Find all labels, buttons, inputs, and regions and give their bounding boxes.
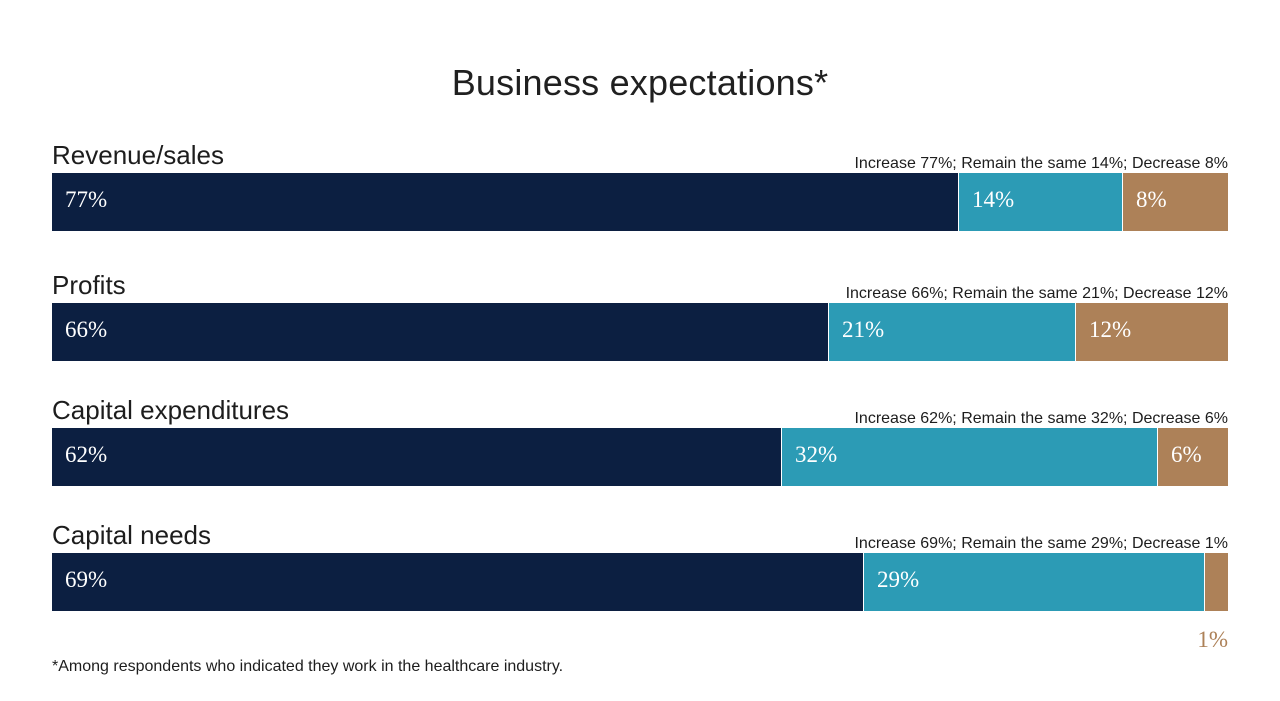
category-label: Capital expenditures (52, 395, 290, 425)
data-label: 1% (1197, 627, 1228, 652)
stacked-bar: 66% 21% 12% (52, 303, 1228, 361)
category-label: Revenue/sales (52, 140, 224, 170)
data-label: 62% (65, 442, 108, 467)
stacked-bar: 69% 29% (52, 553, 1228, 611)
row-summary-text: Increase 66%; Remain the same 21%; Decre… (845, 285, 1228, 302)
data-label: 29% (877, 567, 920, 592)
increase-segment: 62% (52, 428, 781, 486)
data-label: 69% (65, 567, 108, 592)
data-label: 32% (795, 442, 838, 467)
data-label: 14% (972, 187, 1015, 212)
decrease-segment: 8% (1122, 173, 1228, 231)
remain-same-segment: 14% (958, 173, 1122, 231)
data-label: 12% (1089, 317, 1132, 342)
footnote: *Among respondents who indicated they wo… (52, 658, 564, 675)
bar-row: Revenue/sales Increase 77%; Remain the sa… (52, 140, 1228, 250)
data-label: 77% (65, 187, 108, 212)
row-summary-text: Increase 69%; Remain the same 29%; Decre… (854, 535, 1228, 552)
decrease-segment: 12% (1075, 303, 1228, 361)
remain-same-segment: 21% (828, 303, 1075, 361)
data-label: 8% (1136, 187, 1167, 212)
decrease-segment (1204, 553, 1228, 611)
data-label: 6% (1171, 442, 1202, 467)
category-label: Profits (52, 270, 126, 300)
bar-row: Capital needs Increase 69%; Remain the sa… (52, 520, 1228, 652)
stacked-bar: 77% 14% 8% (52, 173, 1228, 231)
remain-same-segment: 29% (863, 553, 1204, 611)
remain-same-segment: 32% (781, 428, 1157, 486)
increase-segment: 66% (52, 303, 828, 361)
category-label: Capital needs (52, 520, 211, 550)
data-label: 21% (842, 317, 885, 342)
increase-segment: 77% (52, 173, 958, 231)
data-label: 66% (65, 317, 108, 342)
row-summary-text: Increase 62%; Remain the same 32%; Decre… (854, 410, 1228, 427)
increase-segment: 69% (52, 553, 863, 611)
stacked-bar: 62% 32% 6% (52, 428, 1228, 486)
decrease-segment: 6% (1157, 428, 1228, 486)
chart-title: Business expectations* (451, 62, 829, 103)
bar-row: Capital expenditures Increase 62%; Remain… (52, 395, 1228, 505)
row-summary-text: Increase 77%; Remain the same 14%; Decre… (854, 155, 1228, 172)
bar-row: Profits Increase 66%; Remain the same 21%… (52, 270, 1228, 380)
